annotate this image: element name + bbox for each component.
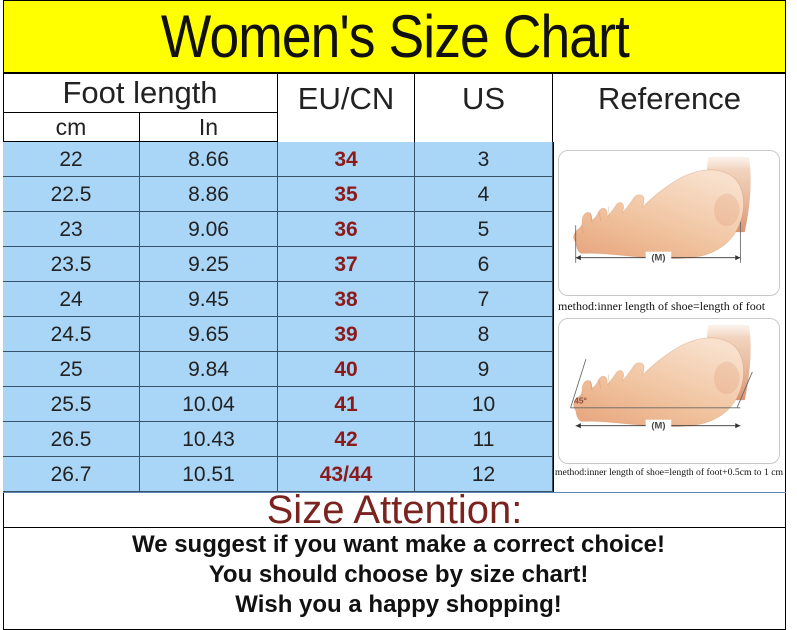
svg-text:45°: 45° <box>574 396 587 406</box>
svg-text:(M): (M) <box>651 420 665 430</box>
svg-text:(M): (M) <box>651 252 665 262</box>
